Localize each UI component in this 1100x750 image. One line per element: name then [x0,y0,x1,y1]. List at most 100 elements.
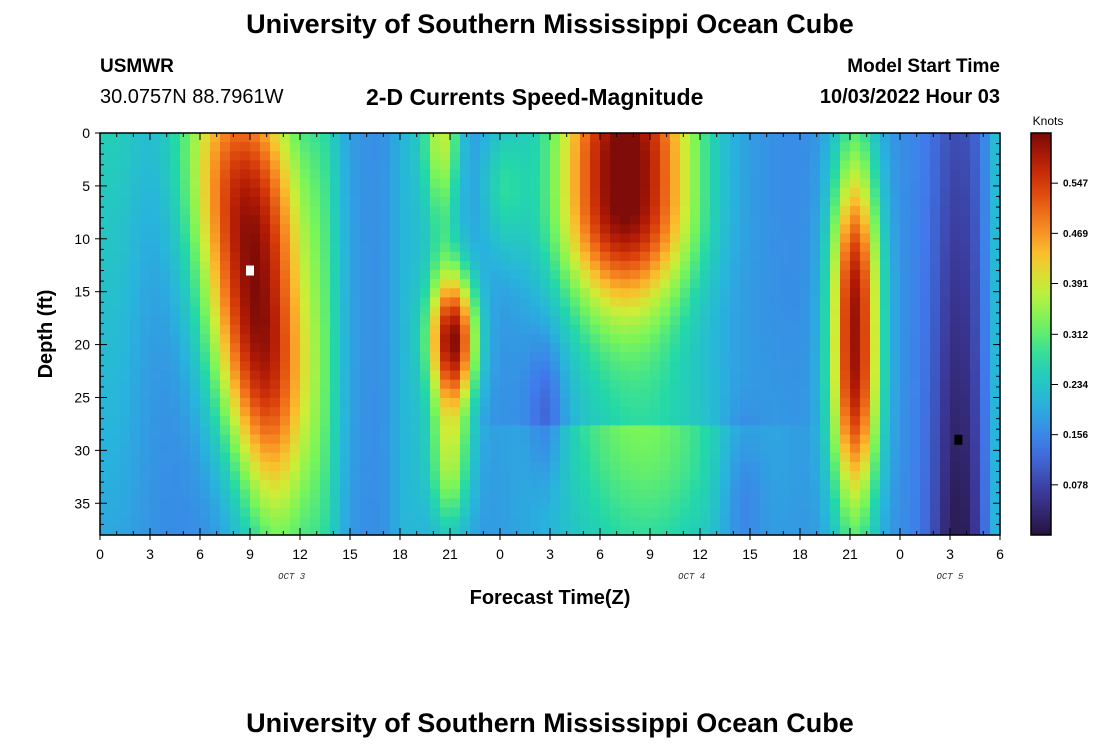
heatmap-cell [750,151,761,162]
heatmap-cell [110,370,121,381]
heatmap-cell [670,480,681,490]
heatmap-cell [520,343,531,353]
heatmap-cell [770,169,781,180]
heatmap-cell [220,452,231,463]
heatmap-cell [680,343,691,353]
heatmap-cell [490,196,501,207]
y-tick-label: 0 [82,125,90,141]
heatmap-cell [120,471,131,481]
heatmap-cell [530,498,541,509]
heatmap-cell [810,324,821,335]
heatmap-cell [240,343,251,353]
heatmap-cell [120,297,131,308]
heatmap-cell [290,206,301,216]
heatmap-cell [750,187,761,198]
heatmap-cell [930,434,941,445]
heatmap-cell [810,452,821,463]
heatmap-cell [420,224,431,235]
heatmap-cell [690,133,701,143]
heatmap-cell [740,388,751,399]
heatmap-cell [120,525,131,536]
heatmap-cell [220,388,231,399]
heatmap-cell [980,407,991,417]
heatmap-cell [480,388,491,399]
heatmap-cell [290,270,301,280]
heatmap-cell [150,160,161,171]
heatmap-cell [810,434,821,445]
heatmap-cell [160,480,171,490]
heatmap-cell [870,224,881,235]
heatmap-cell [180,443,191,454]
heatmap-cell [350,196,361,207]
heatmap-cell [770,206,781,216]
heatmap-cell [200,461,211,472]
heatmap-cell [950,187,961,198]
heatmap-cell [150,397,161,408]
heatmap-cell [930,525,941,536]
heatmap-cell [940,507,951,518]
heatmap-cell [860,443,871,454]
heatmap-cell [260,279,271,289]
heatmap-cell [700,297,711,308]
heatmap-cell [700,215,711,225]
heatmap-cell [510,260,521,271]
heatmap-cell [230,324,241,335]
heatmap-cell [810,142,821,152]
heatmap-cell [940,306,951,317]
heatmap-cell [920,407,931,417]
heatmap-cell [670,233,681,244]
heatmap-cell [210,489,221,500]
heatmap-cell [520,489,531,500]
heatmap-cell [860,397,871,408]
heatmap-cell [480,233,491,244]
heatmap-cell [380,334,391,344]
heatmap-cell [400,352,411,363]
heatmap-cell [310,270,321,280]
heatmap-cell [590,425,601,436]
heatmap-cell [360,187,371,198]
heatmap-cell [750,260,761,271]
heatmap-cell [250,361,261,372]
heatmap-cell [810,471,821,481]
heatmap-cell [450,169,461,180]
heatmap-cell [330,461,341,472]
heatmap-cell [720,324,731,335]
heatmap-cell [160,260,171,271]
heatmap-cell [500,169,511,180]
heatmap-cell [230,160,241,171]
heatmap-cell [150,224,161,235]
heatmap-cell [560,370,571,381]
heatmap-cell [340,343,351,353]
heatmap-cell [720,370,731,381]
heatmap-cell [840,498,851,509]
heatmap-cell [300,178,311,189]
heatmap-cell [490,416,501,426]
heatmap-cell [210,407,221,417]
heatmap-cell [850,525,861,536]
heatmap-cell [440,388,451,399]
heatmap-cell [790,215,801,225]
heatmap-cell [340,196,351,207]
heatmap-cell [790,370,801,381]
heatmap-cell [440,343,451,353]
heatmap-cell [370,160,381,171]
heatmap-cell [580,370,591,381]
heatmap-cell [190,489,201,500]
heatmap-cell [260,352,271,363]
heatmap-cell [660,516,671,527]
heatmap-cell [290,461,301,472]
heatmap-cell [930,397,941,408]
heatmap-cell [960,279,971,289]
heatmap-cell [290,215,301,225]
heatmap-cell [460,397,471,408]
heatmap-cell [350,498,361,509]
heatmap-cell [370,224,381,235]
heatmap-cell [430,160,441,171]
heatmap-cell [810,242,821,253]
heatmap-cell [870,416,881,426]
heatmap-cell [530,443,541,454]
heatmap-cell [980,352,991,363]
heatmap-cell [500,379,511,390]
heatmap-cell [190,525,201,536]
heatmap-cell [510,279,521,289]
